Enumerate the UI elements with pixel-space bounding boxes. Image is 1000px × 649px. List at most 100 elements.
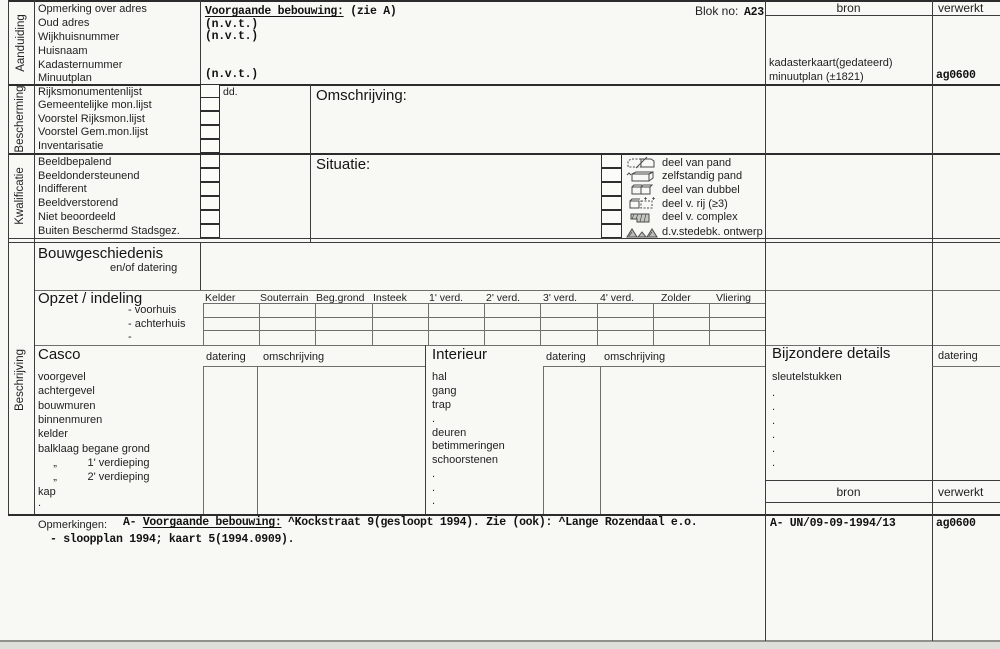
line-left-border (8, 0, 9, 514)
section-label-kwalificatie: Kwalificatie (14, 167, 26, 225)
deel-van-pand-icon (625, 156, 659, 169)
bijzondere-details-title: Bijzondere details (772, 345, 891, 362)
opmerkingen-label: Opmerkingen: (38, 519, 108, 531)
bijzondere-row-label: sleutelstukken (772, 371, 842, 383)
opzet-grid-line (203, 303, 204, 345)
footer-bron-header-top (765, 480, 1000, 481)
opmerkingen-line2: - sloopplan 1994; kaart 5(1994.0909). (50, 533, 295, 546)
bijzondere-row-label: . (772, 401, 776, 413)
deel-van-dubbel-icon (625, 183, 659, 196)
bijzondere-box-line (932, 366, 1000, 367)
section-label-aanduiding: Aanduiding (15, 14, 27, 72)
interieur-datering-header: datering (546, 351, 586, 363)
typed-nvt: (n.v.t.) (205, 18, 258, 31)
casco-row-label: binnenmuren (38, 414, 103, 426)
bescherming-row-label: Inventarisatie (38, 140, 104, 152)
casco-title: Casco (38, 346, 81, 363)
casco-row-label: voorgevel (38, 371, 86, 383)
casco-row-label: „ 1' verdieping (38, 457, 150, 469)
interieur-row-label: . (432, 468, 436, 480)
situatie-option-label: deel van dubbel (662, 184, 740, 196)
blok-no-label: Blok no: (695, 4, 739, 18)
bron-column-header: bron (836, 1, 861, 15)
interieur-omschrijving-header: omschrijving (604, 351, 666, 363)
footer-bron-value: A- UN/09-09-1994/13 (770, 517, 896, 530)
casco-row-label: bouwmuren (38, 400, 96, 412)
bescherming-checkbox (200, 84, 220, 98)
interieur-row-label: betimmeringen (432, 440, 505, 452)
bijzondere-row-label: . (772, 443, 776, 455)
opmerkingen-line1: A- Voorgaande bebouwing: ^Kockstraat 9(g… (123, 516, 698, 529)
bijzondere-datering-header: datering (938, 350, 978, 362)
line-sec1 (8, 84, 1000, 86)
line-verwerkt-col (932, 0, 933, 641)
typed-nvt: (n.v.t.) (205, 68, 258, 81)
casco-row-label: balklaag begane grond (38, 443, 150, 455)
bescherming-row-label: Rijksmonumentenlijst (38, 86, 142, 98)
opzet-col-header: Zolder (661, 292, 691, 304)
verwerkt-value: ag0600 (936, 69, 976, 82)
situatie-checkbox (601, 210, 622, 224)
opzet-row-label: - achterhuis (128, 318, 186, 330)
interieur-box-line (543, 366, 765, 367)
bijzondere-row-label: . (772, 457, 776, 469)
blok-no-value: A23 (744, 6, 764, 19)
opzet-col-header: 3' verd. (543, 292, 578, 304)
aanduiding-row-label: Wijkhuisnummer (38, 31, 120, 43)
line-bron-col (765, 0, 766, 641)
interieur-row-label: trap (432, 399, 451, 411)
interieur-row-label: . (432, 413, 436, 425)
aanduiding-row-label: Minuutplan (38, 72, 92, 84)
opzet-grid-line (653, 303, 654, 345)
omschrijving-title: Omschrijving: (316, 87, 407, 104)
verwerkt-column-header: verwerkt (938, 1, 984, 15)
line-casco-interieur-split (425, 345, 426, 514)
opzet-grid-line (709, 303, 710, 345)
interieur-row-label: gang (432, 385, 457, 397)
bijzondere-row-label: . (772, 415, 776, 427)
bescherming-checkbox (200, 139, 220, 153)
opzet-col-header: Kelder (205, 292, 236, 304)
situatie-option-label: deel van pand (662, 157, 732, 169)
stedebouwkundig-ontwerp-icon (625, 225, 659, 238)
line-label-col (34, 0, 35, 514)
footer-verwerkt-header: verwerkt (938, 485, 984, 499)
dd-label: dd. (223, 86, 238, 98)
aanduiding-row-label: Opmerking over adres (38, 3, 147, 15)
bescherming-row-label: Voorstel Gem.mon.lijst (38, 126, 149, 138)
situatie-option-label: deel v. rij (≥3) (662, 198, 728, 210)
situatie-checkbox (601, 168, 622, 182)
footer-bron-header: bron (836, 485, 861, 499)
casco-row-label: kap (38, 486, 56, 498)
interieur-row-label: . (432, 495, 436, 507)
opzet-grid-line (315, 303, 316, 345)
bescherming-checkbox (200, 97, 220, 111)
casco-omschrijving-header: omschrijving (263, 351, 325, 363)
casco-row-label: „ 2' verdieping (38, 471, 150, 483)
situatie-option-label: deel v. complex (662, 211, 738, 223)
aanduiding-row-label: Kadasternummer (38, 59, 123, 71)
opzet-grid-line (597, 303, 598, 345)
line-top (8, 0, 1000, 2)
line-footer-top (8, 514, 1000, 516)
deel-van-complex-icon (625, 211, 659, 224)
casco-datering-header: datering (206, 351, 246, 363)
opzet-grid-line (372, 303, 373, 345)
kwalificatie-row-label: Beeldverstorend (38, 197, 119, 209)
typed-voorgaande-bebouwing: Voorgaande bebouwing: (zie A) (205, 5, 397, 18)
line-opzet-top (34, 290, 1000, 291)
section-label-bescherming: Bescherming (14, 85, 26, 153)
kwalificatie-checkbox (200, 210, 220, 224)
footer-bron-header-bottom (765, 502, 1000, 503)
opzet-col-header: 4' verd. (600, 292, 635, 304)
interieur-title: Interieur (432, 346, 488, 363)
casco-box-line (203, 366, 425, 367)
kwalificatie-row-label: Buiten Beschermd Stadsgez. (38, 225, 180, 237)
situatie-checkbox (601, 182, 622, 196)
kwalificatie-checkbox (200, 154, 220, 168)
interieur-box-line (600, 366, 601, 514)
kwalificatie-checkbox (200, 224, 220, 238)
interieur-row-label: hal (432, 371, 447, 383)
aanduiding-row-label: Oud adres (38, 17, 90, 29)
